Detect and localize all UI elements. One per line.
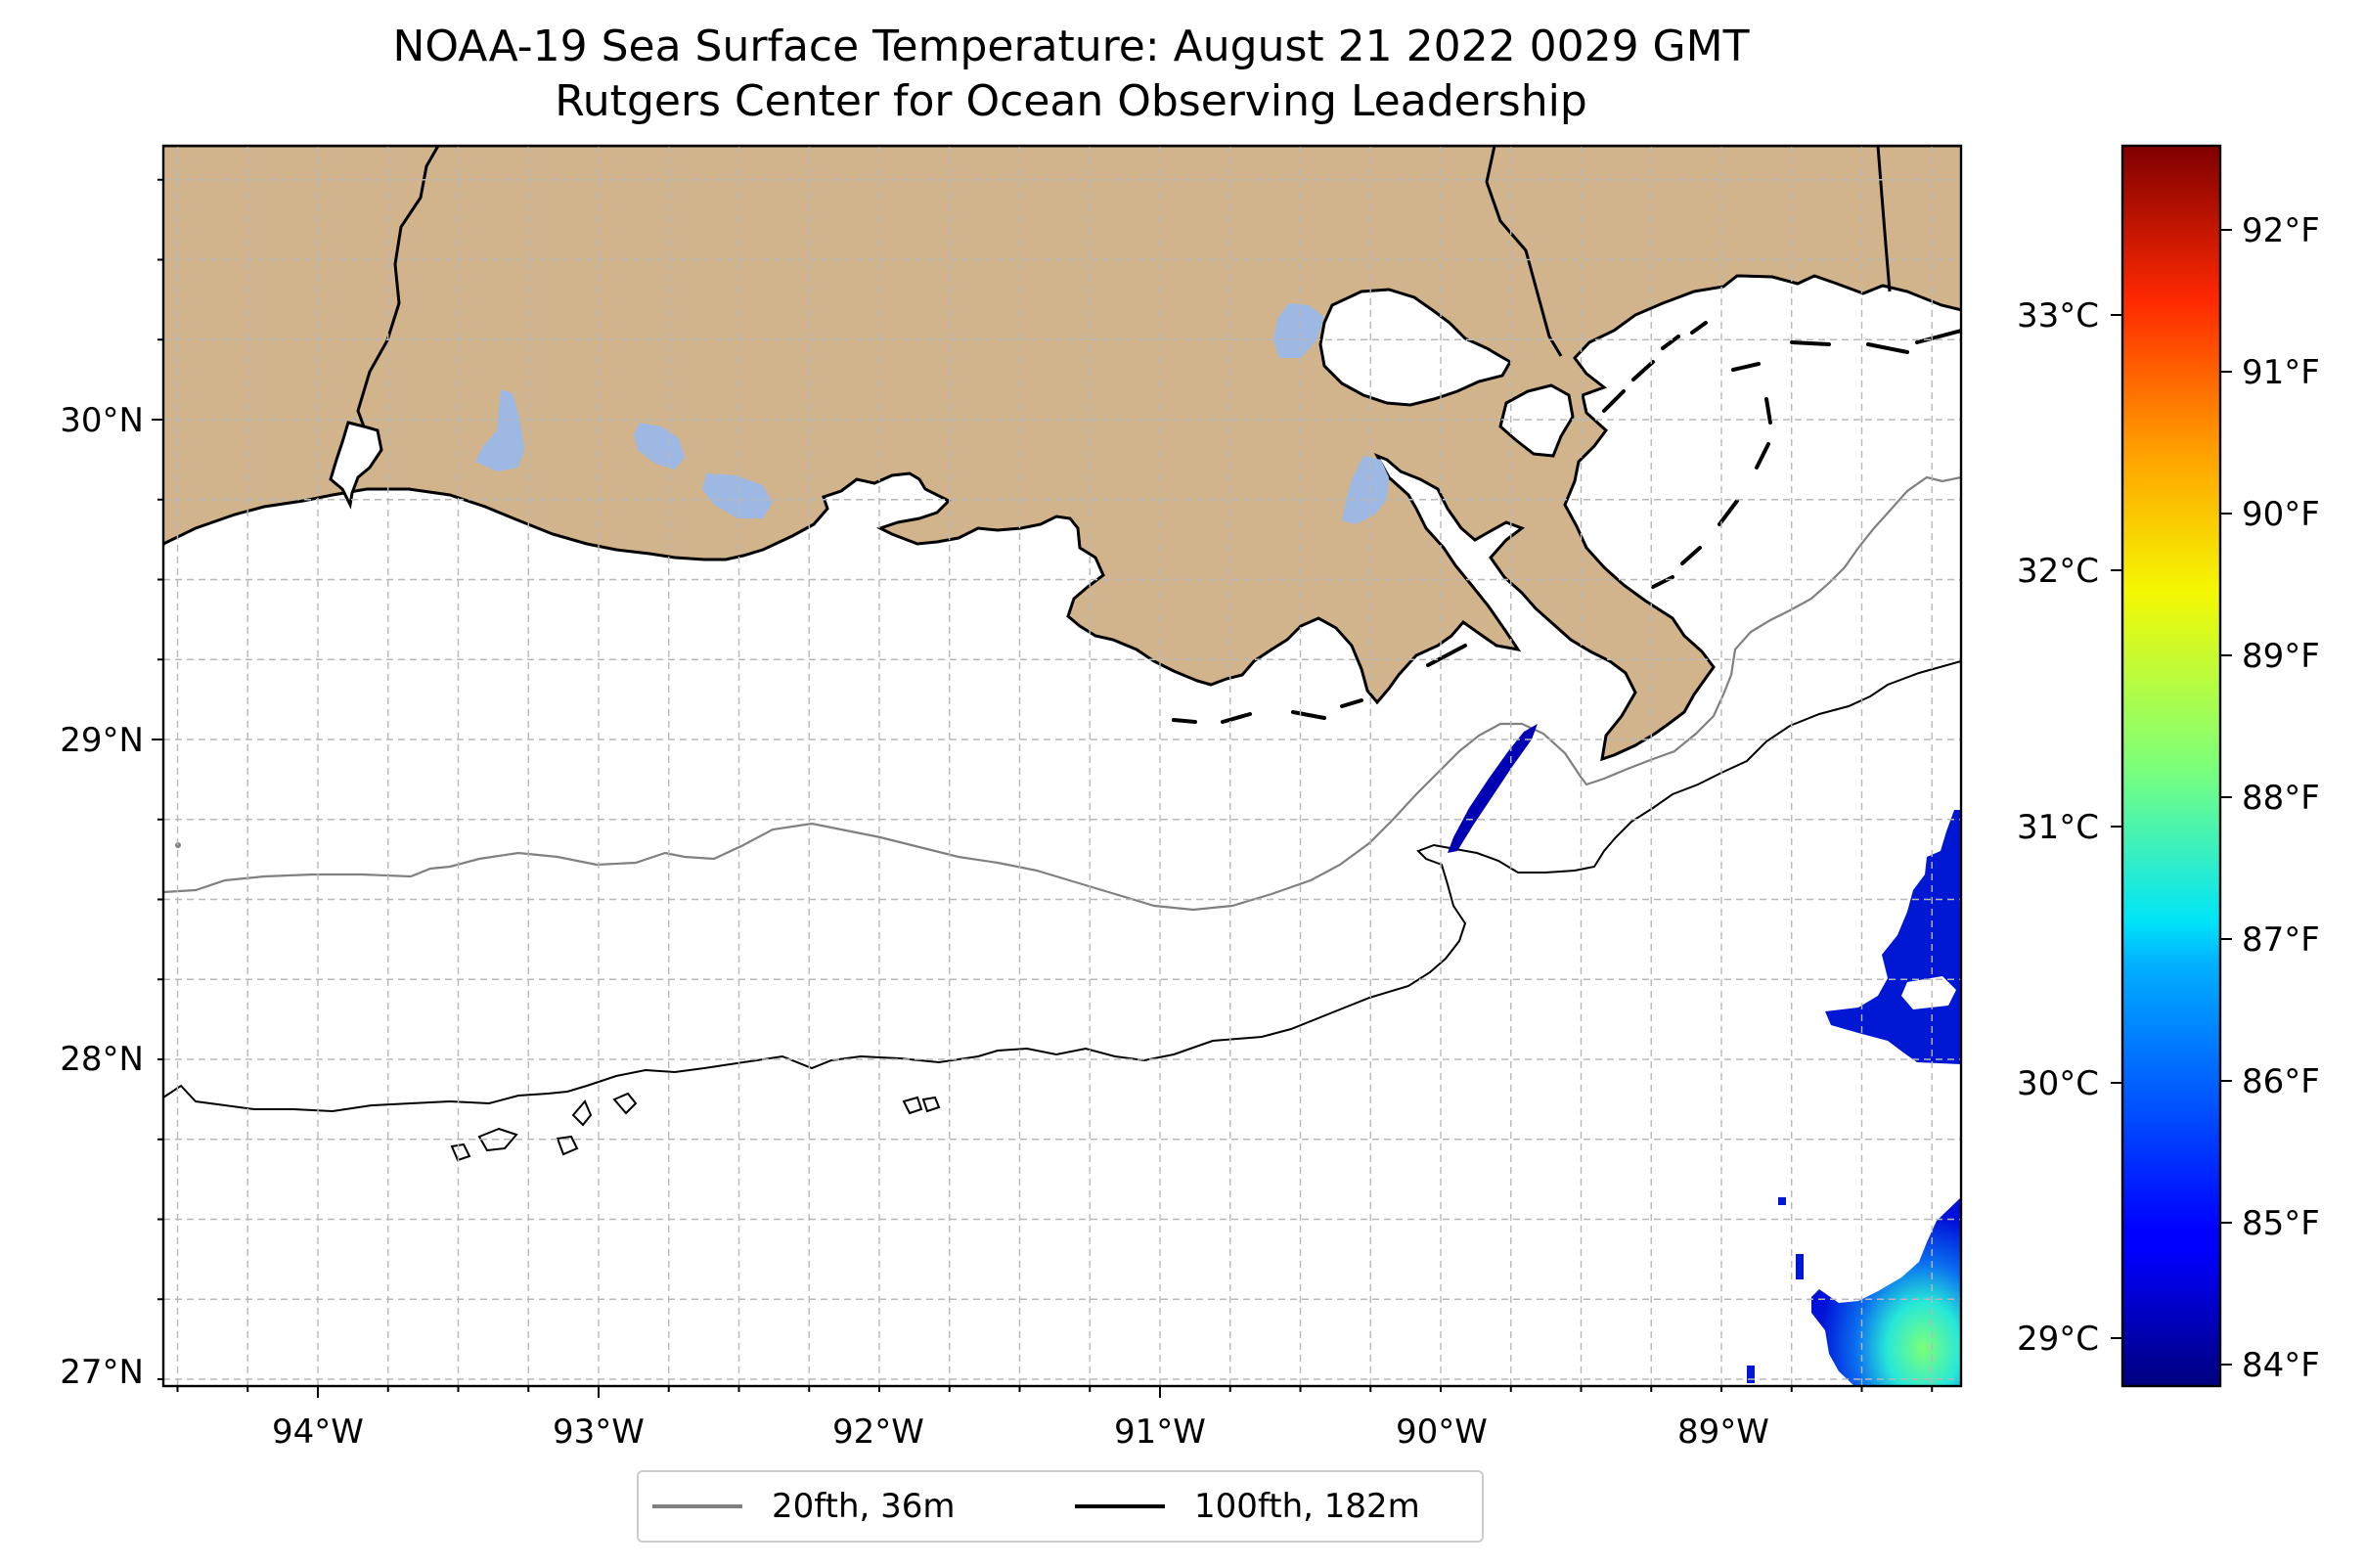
fahrenheit-tick-label: 84°F [2242, 1346, 2320, 1385]
state-border [1485, 146, 1563, 357]
x-tick-label: 93°W [553, 1412, 645, 1452]
legend-line-gray [652, 1504, 742, 1508]
y-tick-label: 28°N [60, 1040, 144, 1079]
lake [1342, 456, 1389, 524]
y-tick-label: 30°N [60, 401, 144, 440]
chart-title: NOAA-19 Sea Surface Temperature: August … [392, 22, 1750, 71]
latitude-axis: 30°N 29°N 28°N 27°N [60, 178, 163, 1392]
barrier-islands [1172, 321, 1961, 724]
y-tick-label: 27°N [60, 1353, 144, 1392]
state-border [1876, 146, 1892, 292]
sst-speck [1796, 1254, 1804, 1279]
isobath-100fth [163, 660, 1961, 1113]
y-tick-label: 29°N [60, 721, 144, 760]
isobath-20fth [163, 475, 1961, 912]
fahrenheit-tick-label: 92°F [2242, 211, 2320, 250]
colorbar [2120, 144, 2222, 1388]
celsius-tick-label: 31°C [2017, 808, 2099, 847]
lake [634, 423, 685, 470]
legend-line-black [1075, 1504, 1165, 1508]
calcasieu-lake [329, 421, 383, 510]
lake-borgne [1498, 383, 1575, 458]
fahrenheit-tick-label: 87°F [2242, 920, 2320, 960]
x-tick-label: 94°W [272, 1412, 364, 1452]
map-area [163, 146, 1961, 1386]
chart-subtitle: Rutgers Center for Ocean Observing Leade… [555, 76, 1587, 126]
colorbar-celsius-axis: 33°C 32°C 31°C 30°C 29°C [2017, 296, 2122, 1359]
legend: 20fth, 36m 100fth, 182m [637, 1470, 1484, 1543]
legend-label: 20fth, 36m [772, 1487, 956, 1526]
celsius-tick-label: 29°C [2017, 1320, 2099, 1359]
fahrenheit-tick-label: 88°F [2242, 779, 2320, 818]
sst-hole [1901, 976, 1956, 1009]
sst-speck [1747, 1366, 1755, 1383]
lake [1273, 303, 1324, 358]
sst-patch-south [1811, 1197, 1961, 1386]
sst-streak [1448, 724, 1538, 853]
legend-label: 100fth, 182m [1194, 1487, 1420, 1526]
fahrenheit-tick-label: 91°F [2242, 353, 2320, 392]
lake-pontchartrain [1318, 288, 1513, 407]
sst-speck [1778, 1197, 1786, 1205]
land-mass [163, 146, 1961, 762]
fahrenheit-tick-label: 86°F [2242, 1062, 2320, 1101]
x-tick-label: 91°W [1114, 1412, 1206, 1452]
celsius-tick-label: 30°C [2017, 1064, 2099, 1103]
fahrenheit-tick-label: 89°F [2242, 637, 2320, 676]
lake [475, 389, 524, 471]
lake [702, 473, 773, 518]
colorbar-fahrenheit-axis: 92°F 91°F 90°F 89°F 88°F 87°F 86°F 85°F 84°F [2220, 211, 2320, 1385]
legend-item-20fth: 20fth, 36m [652, 1472, 956, 1541]
state-border [356, 146, 440, 427]
x-tick-label: 89°W [1677, 1412, 1769, 1452]
x-tick-label: 90°W [1396, 1412, 1488, 1452]
longitude-axis: 94°W 93°W 92°W 91°W 90°W 89°W [176, 1386, 1934, 1452]
fahrenheit-tick-label: 90°F [2242, 495, 2320, 534]
isobath-100fth-islands [450, 1092, 941, 1162]
gridlines [163, 146, 1961, 1386]
x-tick-label: 92°W [832, 1412, 924, 1452]
celsius-tick-label: 33°C [2017, 296, 2099, 336]
celsius-tick-label: 32°C [2017, 552, 2099, 591]
map-frame [161, 144, 1963, 1388]
legend-item-100fth: 100fth, 182m [1075, 1472, 1420, 1541]
fahrenheit-tick-label: 85°F [2242, 1204, 2320, 1243]
